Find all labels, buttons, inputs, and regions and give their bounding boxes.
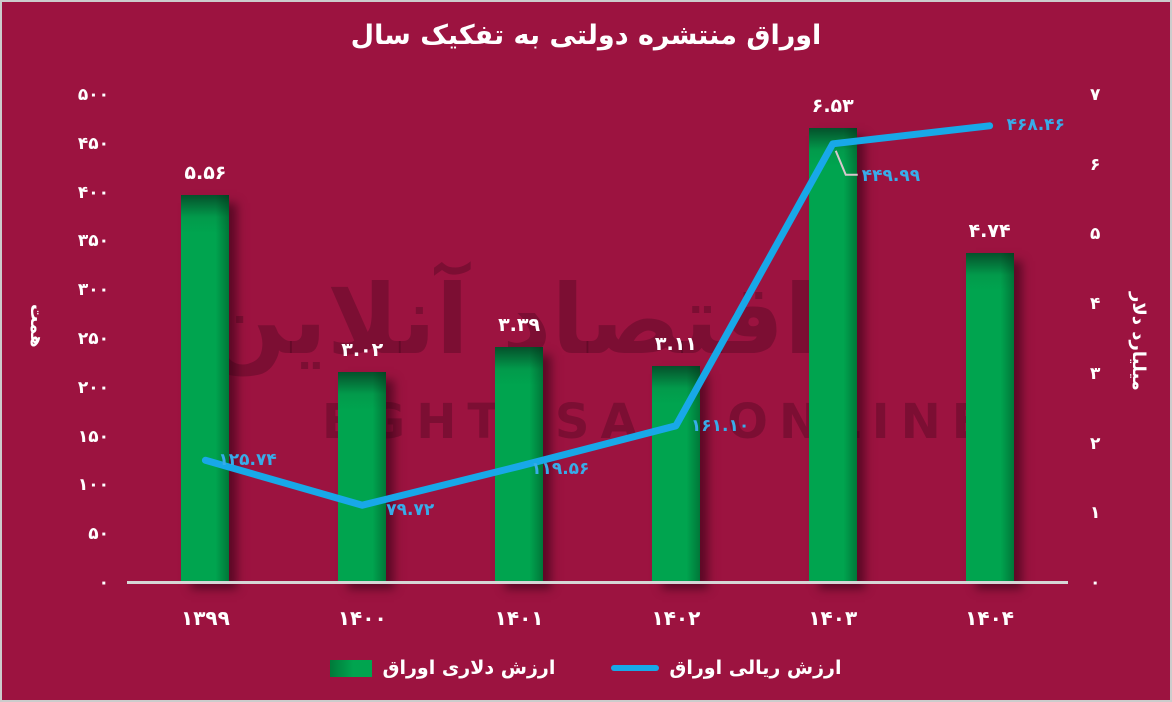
x-axis-tick-label: ۱۴۰۰: [337, 606, 387, 630]
bar-value-label: ۳.۱۱: [654, 333, 697, 356]
bar-value-label: ۳.۳۹: [498, 313, 541, 336]
bar-0[interactable]: [181, 195, 230, 583]
line-value-label: ۱۶۱.۱۰: [690, 415, 750, 436]
chart-legend: ارزش دلاری اوراق ارزش ریالی اوراق: [2, 648, 1170, 688]
right-axis-tick-label: ۴: [1090, 294, 1101, 315]
bar-series-swatch-icon: [330, 659, 373, 677]
bar-3[interactable]: [651, 366, 700, 583]
left-axis-tick-label: ۲۰۰: [77, 377, 109, 398]
left-axis-tick-label: ۳۵۰: [77, 231, 109, 252]
right-axis-tick-label: ۲: [1090, 433, 1101, 454]
line-value-label: ۴۴۹.۹۹: [861, 165, 921, 186]
bar-5[interactable]: [965, 252, 1014, 583]
right-axis-tick-label: ۱: [1090, 503, 1101, 524]
right-axis-tick-label: ۶: [1090, 154, 1101, 175]
bar-value-label: ۴.۷۴: [968, 219, 1011, 242]
left-axis-tick-label: ۰: [98, 573, 109, 593]
left-axis-tick-label: ۴۵۰: [77, 133, 109, 154]
x-axis-tick-label: ۱۴۰۴: [965, 606, 1014, 630]
left-axis-tick-label: ۱۰۰: [77, 475, 109, 496]
right-axis-title: میلیارد دلار: [1128, 292, 1149, 391]
x-axis-tick-label: ۱۴۰۱: [494, 606, 544, 630]
chart-title: اوراق منتشره دولتی به تفکیک سال: [350, 20, 822, 51]
bar-value-label: ۳.۰۲: [341, 339, 384, 362]
line-value-label: ۷۹.۷۲: [386, 500, 435, 521]
x-axis-tick-label: ۱۴۰۳: [808, 606, 858, 630]
left-axis-tick-label: ۴۰۰: [77, 182, 109, 203]
bar-4[interactable]: [808, 127, 857, 583]
left-axis-tick-label: ۵۰: [88, 524, 109, 545]
legend-item-rial-value[interactable]: ارزش ریالی اوراق: [611, 657, 842, 679]
x-axis-tick-label: ۱۳۹۹: [180, 606, 230, 630]
legend-label-rial-value: ارزش ریالی اوراق: [669, 657, 842, 679]
right-axis-tick-label: ۵: [1090, 224, 1101, 245]
bar-value-label: ۵.۵۶: [184, 162, 227, 185]
line-value-label: ۱۲۵.۷۴: [218, 450, 277, 471]
bar-1[interactable]: [338, 372, 387, 583]
legend-label-dollar-value: ارزش دلاری اوراق: [382, 657, 556, 679]
left-axis-tick-label: ۲۵۰: [77, 329, 109, 349]
x-axis-line: [127, 581, 1068, 584]
bar-value-label: ۶.۵۳: [811, 94, 854, 117]
left-axis-tick-label: ۵۰۰: [77, 85, 109, 105]
line-value-label: ۱۱۹.۵۶: [531, 459, 590, 480]
legend-item-dollar-value[interactable]: ارزش دلاری اوراق: [330, 657, 555, 679]
line-series-swatch-icon: [611, 665, 660, 671]
right-axis-tick-label: ۳: [1090, 363, 1101, 384]
left-axis-tick-label: ۳۰۰: [77, 280, 109, 301]
x-axis-tick-label: ۱۴۰۲: [651, 606, 701, 630]
right-axis-tick-label: ۷: [1090, 85, 1101, 105]
left-axis-title: همت: [26, 304, 47, 348]
left-axis-tick-label: ۱۵۰: [77, 426, 109, 447]
line-value-label: ۴۶۸.۴۶: [1006, 114, 1065, 135]
right-axis-tick-label: ۰: [1090, 573, 1101, 593]
